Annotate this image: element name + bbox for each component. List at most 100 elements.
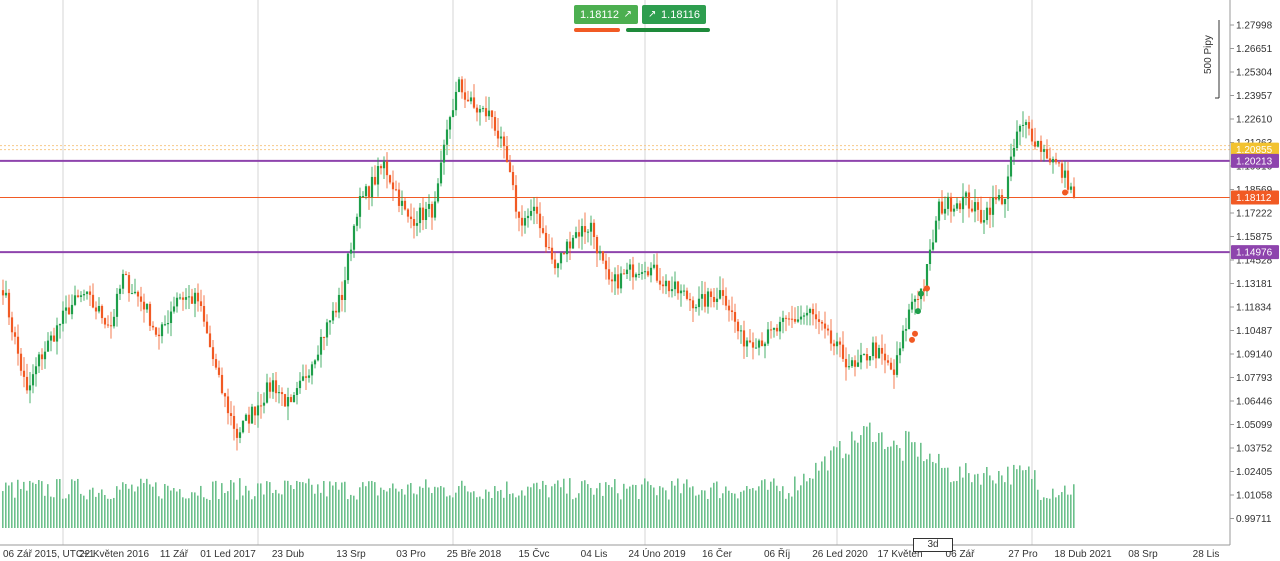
candle-body: [292, 394, 296, 403]
volume-bar: [1034, 470, 1036, 528]
candle-body: [343, 280, 347, 301]
candle-body: [586, 231, 590, 233]
volume-bar: [323, 480, 325, 528]
volume-bar: [830, 450, 832, 528]
candle-body: [616, 274, 620, 289]
candle-body: [649, 267, 653, 276]
volume-bar: [1055, 497, 1057, 528]
candle-body: [94, 307, 98, 312]
candle-body: [790, 318, 794, 320]
volume-bar: [596, 488, 598, 528]
trade-markers: [909, 189, 1068, 343]
candle-body: [619, 273, 623, 289]
candle-body: [634, 274, 638, 278]
candle-body: [376, 166, 380, 185]
volume-bar: [614, 479, 616, 528]
volume-bar: [476, 497, 478, 528]
candle-body: [874, 342, 878, 359]
volume-bar: [773, 478, 775, 528]
sell-button[interactable]: 1.18112 ↗: [574, 5, 638, 24]
volume-bar: [914, 442, 916, 528]
candle-body: [88, 291, 92, 295]
volume-bar: [737, 498, 739, 528]
price-tick-label: 1.22610: [1236, 115, 1273, 126]
current-price-tag-label: 1.18112: [1236, 193, 1272, 204]
candle-body: [31, 374, 35, 386]
volume-bar: [128, 488, 130, 528]
candle-body: [268, 382, 272, 392]
volume-bar: [251, 499, 253, 528]
candle-body: [1063, 170, 1067, 178]
candle-body: [892, 369, 896, 375]
candle-body: [187, 296, 191, 298]
candle-body: [25, 376, 29, 391]
volume-bar: [365, 486, 367, 528]
volume-bar: [134, 491, 136, 528]
candle-body: [583, 226, 587, 233]
candle-body: [118, 288, 122, 294]
candle-body: [148, 303, 152, 326]
price-axis[interactable]: 1.279981.266511.253041.239571.226101.212…: [1230, 21, 1273, 526]
volume-bar: [296, 480, 298, 528]
volume-bar: [944, 467, 946, 528]
candle-body: [1060, 163, 1064, 178]
volume-bar: [842, 458, 844, 528]
candle-body: [847, 366, 851, 368]
volume-bars: [2, 422, 1075, 528]
volume-bar: [425, 479, 427, 528]
candle-body: [835, 341, 839, 347]
volume-bar: [11, 482, 13, 528]
volume-bar: [863, 426, 865, 528]
candle-body: [868, 356, 872, 361]
volume-bar: [587, 484, 589, 528]
candle-body: [64, 307, 68, 311]
volume-bar: [665, 490, 667, 528]
buy-button[interactable]: ↗ 1.18116: [642, 5, 706, 24]
candle-body: [994, 197, 998, 200]
candle-body: [193, 292, 197, 304]
candle-body: [1015, 131, 1019, 148]
volume-bar: [1067, 494, 1069, 528]
volume-bar: [71, 479, 73, 528]
candle-body: [205, 321, 209, 334]
volume-bar: [569, 478, 571, 528]
candle-body: [301, 376, 305, 381]
volume-bar: [488, 491, 490, 528]
level-price-tag: 1.14976: [1231, 245, 1279, 260]
candle-body: [946, 196, 950, 209]
marker-price-tag: 1.20855: [1231, 142, 1279, 157]
price-tick-label: 1.27998: [1236, 21, 1273, 32]
candle-body: [529, 210, 533, 216]
candle-body: [895, 355, 899, 375]
volume-bar: [626, 488, 628, 528]
candle-body: [415, 223, 419, 226]
candle-body: [49, 335, 53, 341]
candle-body: [856, 362, 860, 367]
candle-body: [877, 347, 881, 359]
time-axis[interactable]: 06 Zář 2015, UTC+122 Květen 2016 11 Zář 01…: [3, 547, 1219, 560]
volume-bar: [602, 495, 604, 528]
candle-body: [265, 382, 269, 403]
time-tick-label: 26 Led 2020: [812, 549, 868, 560]
volume-bar: [53, 497, 55, 528]
volume-bar: [704, 490, 706, 528]
candle-body: [460, 79, 464, 93]
volume-bar: [872, 441, 874, 528]
volume-bar: [581, 481, 583, 528]
level-price-tag-bg: [1231, 245, 1279, 260]
candle-body: [388, 175, 392, 183]
time-tick-label: 13 Srp: [336, 549, 366, 560]
volume-bar: [557, 480, 559, 528]
candle-body: [325, 322, 329, 338]
candle-body: [448, 117, 452, 130]
price-tick-label: 1.01058: [1236, 491, 1273, 502]
volume-bar: [545, 484, 547, 528]
volume-bar: [560, 487, 562, 528]
volume-bar: [20, 488, 22, 528]
timeframe-badge[interactable]: 3d: [913, 538, 953, 552]
volume-bar: [992, 480, 994, 528]
volume-bar: [449, 495, 451, 528]
volume-bar: [113, 497, 115, 528]
volume-bar: [659, 486, 661, 528]
